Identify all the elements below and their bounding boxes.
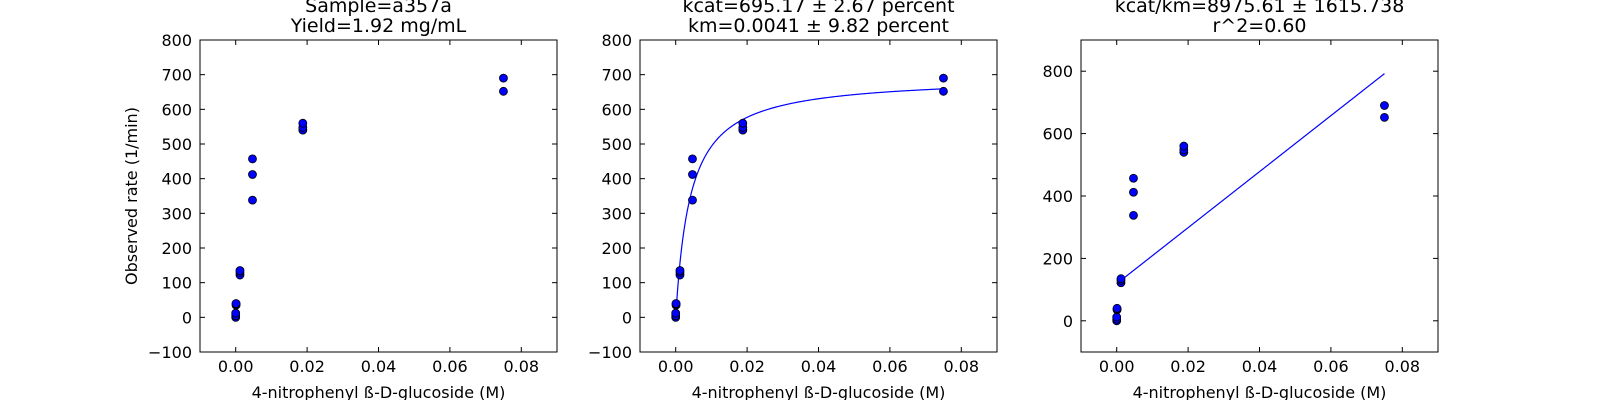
chart-panel-3: 0.00 0.02 0.04 0.06 0.08 0 200 400 600 800 kcat/km… [1042,0,1439,400]
x-tick-label: 0.02 [729,357,765,376]
data-point [939,73,948,83]
x-tick-label: 0.08 [1384,357,1420,376]
x-tick-label: 0.04 [361,357,397,376]
data-point [1380,112,1389,122]
data-point [499,73,508,83]
data-point [248,195,257,205]
data-point [231,308,241,318]
chart-title-line-2: Yield=1.92 mg/mL [290,15,467,37]
x-tick-label: 0.00 [658,357,694,376]
x-tick-label: 0.04 [1242,357,1278,376]
chart-panel-1: 0.00 0.02 0.04 0.06 0.08 −100 0 100 200 300 400 500… [122,0,558,400]
data-point [675,266,685,275]
x-tick-label: 0.08 [503,357,539,376]
y-tick-label: 100 [601,274,632,293]
x-tick-label: 0.00 [1099,357,1135,376]
data-point [298,118,308,128]
y-tick-label: 200 [1042,249,1073,268]
chart-title-line-1: kcat/km=8975.61 ± 1615.738 [1115,0,1405,17]
chart-title-line-2: r^2=0.60 [1212,15,1306,37]
x-tick-label: 0.00 [218,357,254,376]
y-tick-label: 800 [1042,62,1073,81]
chart-panel-2: 0.00 0.02 0.04 0.06 0.08 −100 0 100 200 300 400 500… [588,0,998,400]
data-point [231,299,241,308]
y-tick-label: 800 [601,31,632,50]
chart-title-line-1: Sample=a357a [305,0,452,17]
y-tick-label: −100 [148,343,192,362]
y-tick-label: 0 [1063,312,1073,331]
x-tick-label: 0.06 [872,357,908,376]
y-tick-label: −100 [588,343,632,362]
data-point [248,154,257,164]
data-point [1116,274,1126,284]
data-point [248,170,257,179]
data-point [499,86,508,96]
x-tick-label: 0.06 [432,357,468,376]
y-tick-label: 700 [601,66,632,85]
y-tick-label: 0 [182,308,192,327]
chart-title-line-2: km=0.0041 ± 9.82 percent [688,15,949,37]
y-tick-label: 600 [1042,125,1073,144]
y-tick-label: 300 [601,204,632,223]
data-point [939,86,948,96]
fit-line [675,88,944,318]
x-axis-label: 4-nitrophenyl ß-D-glucoside (M) [1133,383,1387,400]
y-tick-label: 700 [161,66,192,85]
data-point [671,308,681,318]
x-tick-label: 0.02 [1170,357,1206,376]
y-tick-label: 500 [601,135,632,154]
data-point [1129,173,1138,183]
y-tick-label: 0 [622,308,632,327]
data-point [671,299,681,308]
data-point [738,118,748,128]
data-point [1129,187,1138,197]
y-tick-label: 500 [161,135,192,154]
y-tick-label: 400 [601,170,632,189]
data-point [688,195,697,205]
y-axis-label: Observed rate (1/min) [122,107,141,285]
y-tick-label: 300 [161,204,192,223]
x-tick-label: 0.06 [1313,357,1349,376]
x-tick-label: 0.08 [943,357,979,376]
y-tick-label: 400 [161,170,192,189]
y-tick-label: 400 [1042,187,1073,206]
chart-title-line-1: kcat=695.17 ± 2.67 percent [682,0,954,17]
x-tick-label: 0.02 [289,357,325,376]
data-point [1380,101,1389,110]
x-axis-label: 4-nitrophenyl ß-D-glucoside (M) [252,383,506,400]
y-tick-label: 200 [161,239,192,258]
data-point [688,154,697,164]
y-tick-label: 800 [161,31,192,50]
data-point [1112,303,1122,313]
y-tick-label: 600 [601,100,632,119]
y-tick-label: 600 [161,100,192,119]
data-point [1179,141,1189,151]
data-point [688,170,697,179]
data-point [1129,210,1138,220]
data-point [235,266,245,275]
x-tick-label: 0.04 [801,357,837,376]
y-tick-label: 100 [161,274,192,293]
fit-line [1116,73,1385,285]
y-tick-label: 200 [601,239,632,258]
x-axis-label: 4-nitrophenyl ß-D-glucoside (M) [692,383,946,400]
